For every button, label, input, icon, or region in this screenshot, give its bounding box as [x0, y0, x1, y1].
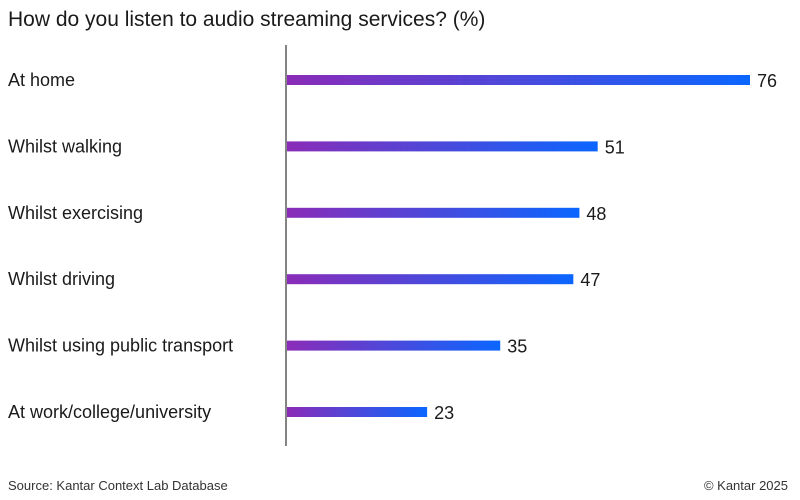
value-label: 51: [605, 137, 625, 157]
category-label: Whilst exercising: [8, 203, 143, 223]
copyright-note: © Kantar 2025: [703, 478, 788, 493]
value-label: 35: [507, 337, 527, 357]
category-label: At home: [8, 70, 75, 90]
value-label: 76: [757, 71, 777, 91]
bar: [287, 141, 598, 152]
value-label: 47: [580, 270, 600, 290]
value-label: 23: [434, 403, 454, 423]
chart-title: How do you listen to audio streaming ser…: [8, 8, 486, 31]
bar: [287, 75, 750, 85]
category-label: Whilst walking: [8, 136, 122, 156]
category-label: At work/college/university: [8, 402, 211, 422]
category-label: Whilst using public transport: [8, 336, 233, 356]
bar: [287, 207, 580, 218]
bar: [287, 407, 428, 417]
bar: [287, 274, 574, 285]
bar: [287, 340, 501, 351]
category-label: Whilst driving: [8, 269, 115, 289]
value-label: 48: [586, 204, 606, 224]
source-note: Source: Kantar Context Lab Database: [8, 478, 228, 493]
